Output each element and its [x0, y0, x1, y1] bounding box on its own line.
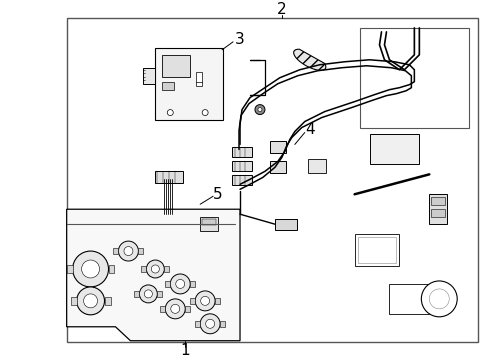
Bar: [202, 219, 216, 225]
Bar: [157, 291, 162, 297]
Circle shape: [82, 260, 99, 278]
Bar: [200, 217, 218, 231]
Circle shape: [124, 247, 133, 256]
Text: 1: 1: [180, 343, 190, 358]
Bar: [162, 55, 190, 77]
Bar: [134, 291, 139, 297]
Bar: [138, 248, 144, 254]
Bar: [232, 175, 252, 185]
Bar: [67, 265, 73, 273]
Circle shape: [201, 296, 210, 305]
Bar: [108, 265, 115, 273]
Bar: [355, 234, 399, 266]
Circle shape: [206, 319, 215, 328]
Circle shape: [176, 279, 185, 288]
Bar: [164, 266, 169, 272]
Circle shape: [255, 105, 265, 114]
Circle shape: [165, 299, 185, 319]
Bar: [431, 197, 445, 205]
Text: 5: 5: [213, 187, 223, 202]
Circle shape: [258, 108, 262, 112]
Bar: [232, 161, 252, 171]
Bar: [190, 281, 195, 287]
Circle shape: [167, 109, 173, 116]
Polygon shape: [294, 49, 326, 70]
Circle shape: [147, 260, 164, 278]
Circle shape: [421, 281, 457, 317]
Circle shape: [73, 251, 108, 287]
Bar: [270, 141, 286, 153]
Bar: [160, 306, 165, 312]
Bar: [308, 159, 326, 174]
Circle shape: [171, 274, 190, 294]
Circle shape: [139, 285, 157, 303]
Bar: [142, 266, 147, 272]
Polygon shape: [67, 209, 240, 341]
Text: 2: 2: [277, 3, 287, 18]
Circle shape: [171, 304, 180, 313]
Circle shape: [145, 290, 152, 298]
Bar: [195, 321, 200, 327]
Circle shape: [202, 109, 208, 116]
Circle shape: [119, 241, 138, 261]
Circle shape: [151, 265, 159, 273]
Text: 4: 4: [305, 122, 315, 137]
Bar: [162, 82, 174, 90]
Circle shape: [84, 294, 98, 308]
Circle shape: [200, 314, 220, 334]
Text: 3: 3: [235, 32, 245, 48]
Bar: [360, 28, 469, 127]
Bar: [71, 297, 76, 305]
Bar: [369, 135, 419, 165]
Bar: [232, 148, 252, 157]
Bar: [104, 297, 111, 305]
Circle shape: [195, 291, 215, 311]
Bar: [185, 306, 190, 312]
Bar: [114, 248, 119, 254]
Bar: [220, 321, 225, 327]
Bar: [67, 18, 478, 342]
Bar: [390, 284, 437, 314]
Bar: [429, 194, 447, 224]
Bar: [196, 72, 202, 86]
Bar: [155, 48, 223, 120]
Bar: [358, 237, 396, 263]
Bar: [165, 281, 171, 287]
Bar: [155, 171, 183, 183]
Bar: [190, 298, 195, 304]
Circle shape: [76, 287, 104, 315]
Bar: [275, 219, 297, 230]
Bar: [144, 68, 155, 84]
Bar: [215, 298, 220, 304]
Bar: [431, 209, 445, 217]
Bar: [270, 161, 286, 174]
